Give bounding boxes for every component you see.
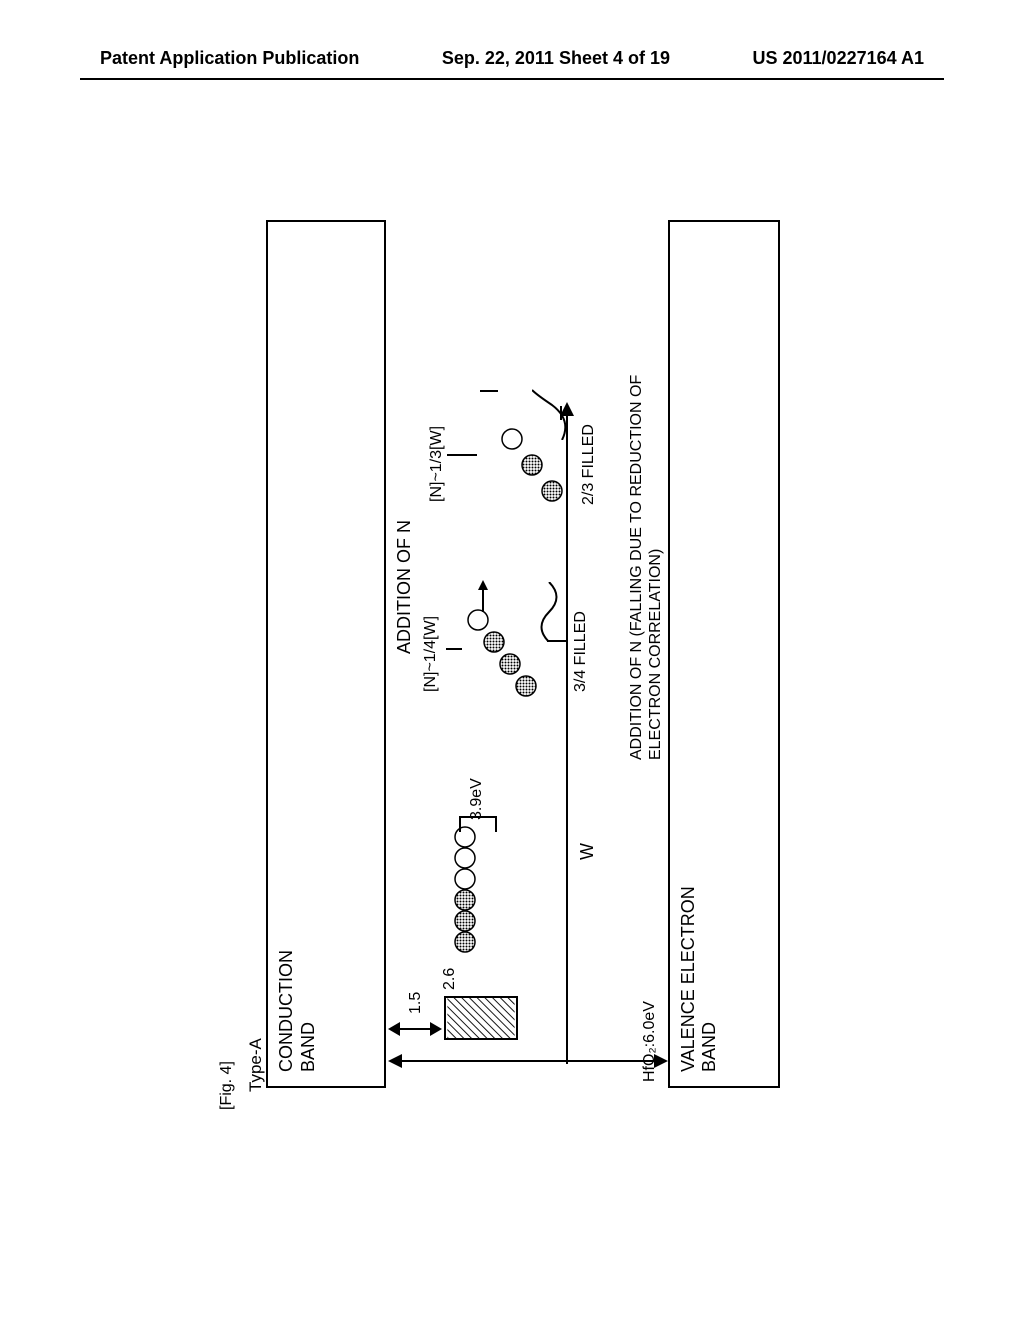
orbital-cluster-n14	[462, 600, 542, 700]
figure-4: [Fig. 4] Type-A CONDUCTION BAND VALENCE …	[232, 210, 792, 1110]
n-arrow-line	[482, 588, 484, 612]
orbital-cluster-w	[450, 824, 480, 954]
label-n14: [N]~1/4[W]	[422, 616, 440, 692]
tick-34	[547, 640, 567, 642]
tick-n14	[446, 648, 462, 650]
valence-band-label: VALENCE ELECTRON BAND	[678, 236, 720, 1072]
conduction-band-box: CONDUCTION BAND	[266, 220, 386, 1088]
label-addition-n-falling: ADDITION OF N (FALLING DUE TO REDUCTION …	[627, 375, 665, 760]
label-n13: [N]~1/3[W]	[428, 426, 446, 502]
wavy-curve-34	[534, 582, 564, 642]
bandgap-arrow-top	[388, 1054, 402, 1068]
label-w: W	[577, 843, 598, 860]
header-center: Sep. 22, 2011 Sheet 4 of 19	[442, 48, 670, 69]
tick-23b	[560, 406, 562, 420]
header-left: Patent Application Publication	[100, 48, 359, 69]
header-rule	[80, 78, 944, 80]
curve-23	[532, 380, 577, 440]
label-2-6: 2.6	[441, 968, 459, 990]
n-arrow-icon	[478, 580, 488, 590]
label-hfo2: HfO₂:6.0eV	[641, 1001, 659, 1082]
valence-band-box: VALENCE ELECTRON BAND	[668, 220, 780, 1088]
label-23-filled: 2/3 FILLED	[580, 424, 598, 505]
label-1-5: 1.5	[407, 992, 425, 1014]
fermi-line	[566, 410, 568, 1064]
label-addition-n: ADDITION OF N	[394, 520, 415, 654]
pinning-arrow-top	[388, 1022, 400, 1036]
conduction-band-label: CONDUCTION BAND	[276, 236, 319, 1072]
tick-n13	[447, 454, 477, 456]
hatched-band	[444, 996, 518, 1040]
figure-label: [Fig. 4]	[218, 1061, 236, 1110]
label-34-filled: 3/4 FILLED	[572, 611, 590, 692]
bandgap-line	[390, 1060, 666, 1062]
label-3-9ev: 3.9eV	[468, 778, 486, 820]
pinning-arrow-bot	[430, 1022, 442, 1036]
header-right: US 2011/0227164 A1	[753, 48, 924, 69]
tick-23a	[480, 390, 498, 392]
type-label: Type-A	[246, 1038, 266, 1092]
